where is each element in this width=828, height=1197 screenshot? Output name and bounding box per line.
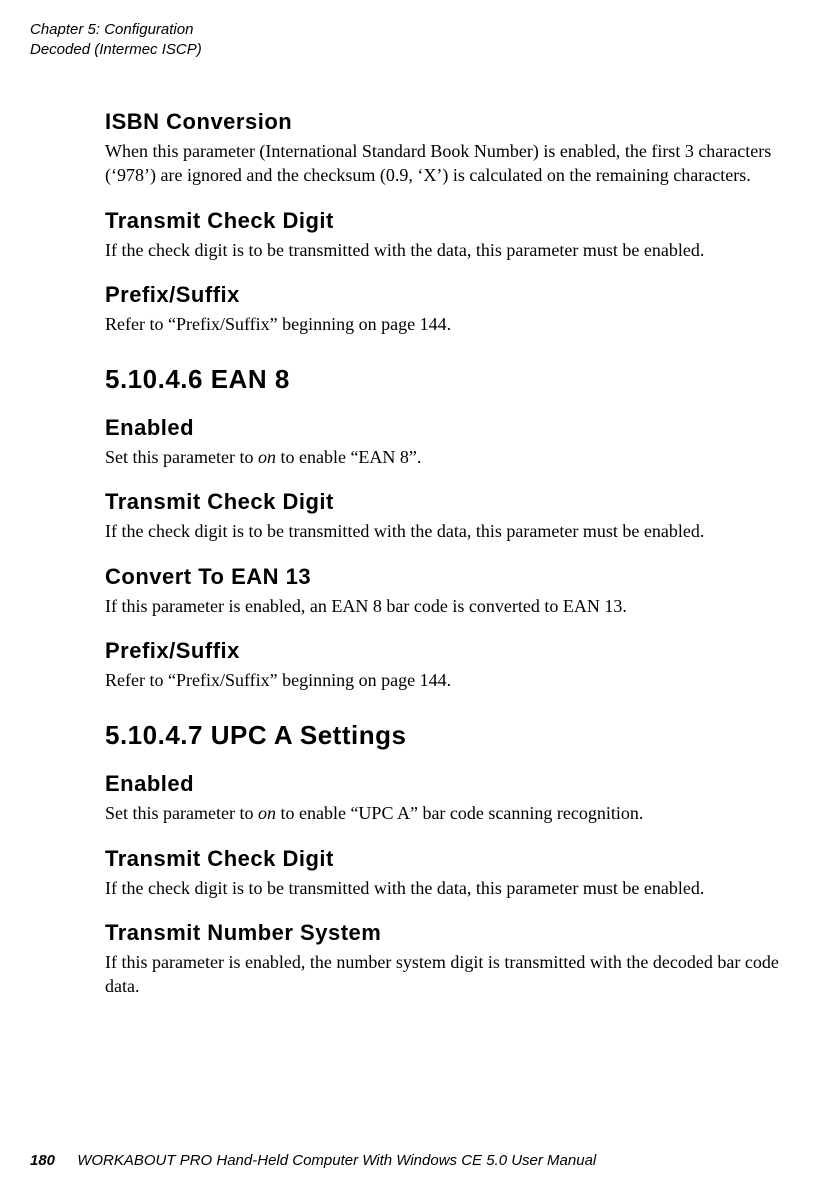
body-text: Refer to “Prefix/Suffix” beginning on pa… — [105, 312, 798, 336]
subsection-heading: Transmit Number System — [105, 920, 798, 946]
body-text: If this parameter is enabled, an EAN 8 b… — [105, 594, 798, 618]
body-text: If the check digit is to be transmitted … — [105, 519, 798, 543]
subsection-heading: Prefix/Suffix — [105, 638, 798, 664]
page-number: 180 — [30, 1152, 55, 1169]
running-head-line2: Decoded (Intermec ISCP) — [30, 40, 798, 60]
subsection-heading: ISBN Conversion — [105, 109, 798, 135]
section-number-heading: 5.10.4.7 UPC A Settings — [105, 720, 798, 751]
page-footer: 180 WORKABOUT PRO Hand-Held Computer Wit… — [30, 1152, 596, 1169]
subsection-heading: Prefix/Suffix — [105, 282, 798, 308]
page-content: ISBN Conversion When this parameter (Inte… — [105, 109, 798, 999]
body-text: Refer to “Prefix/Suffix” beginning on pa… — [105, 668, 798, 692]
subsection-heading: Transmit Check Digit — [105, 489, 798, 515]
subsection-heading: Convert To EAN 13 — [105, 564, 798, 590]
body-text: Set this parameter to on to enable “UPC … — [105, 801, 798, 825]
subsection-heading: Enabled — [105, 415, 798, 441]
running-head: Chapter 5: Configuration Decoded (Interm… — [30, 20, 798, 59]
body-text: If the check digit is to be transmitted … — [105, 238, 798, 262]
footer-text: WORKABOUT PRO Hand-Held Computer With Wi… — [77, 1152, 596, 1169]
body-text: If the check digit is to be transmitted … — [105, 876, 798, 900]
body-text: When this parameter (International Stand… — [105, 139, 798, 188]
section-number-heading: 5.10.4.6 EAN 8 — [105, 364, 798, 395]
subsection-heading: Transmit Check Digit — [105, 208, 798, 234]
running-head-line1: Chapter 5: Configuration — [30, 20, 798, 40]
subsection-heading: Transmit Check Digit — [105, 846, 798, 872]
subsection-heading: Enabled — [105, 771, 798, 797]
body-text: If this parameter is enabled, the number… — [105, 950, 798, 999]
body-text: Set this parameter to on to enable “EAN … — [105, 445, 798, 469]
